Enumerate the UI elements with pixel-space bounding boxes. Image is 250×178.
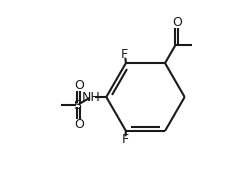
Text: O: O [74, 118, 84, 131]
Text: S: S [73, 98, 81, 112]
Text: F: F [122, 133, 128, 146]
Text: O: O [74, 79, 84, 92]
Text: F: F [120, 48, 128, 61]
Text: O: O [172, 16, 182, 29]
Text: NH: NH [82, 90, 100, 104]
